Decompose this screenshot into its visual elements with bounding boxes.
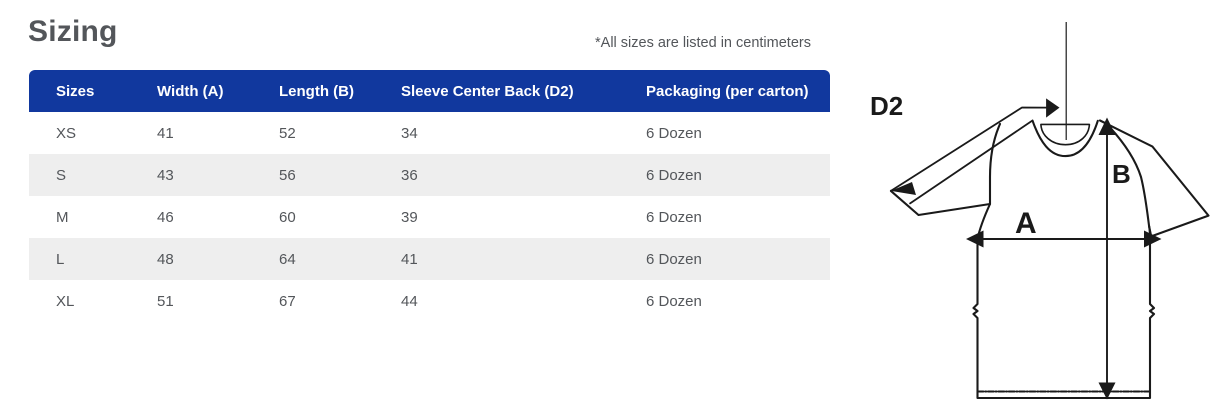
svg-text:A: A xyxy=(1015,207,1037,240)
svg-text:B: B xyxy=(1112,159,1131,189)
svg-text:D2: D2 xyxy=(870,91,903,121)
